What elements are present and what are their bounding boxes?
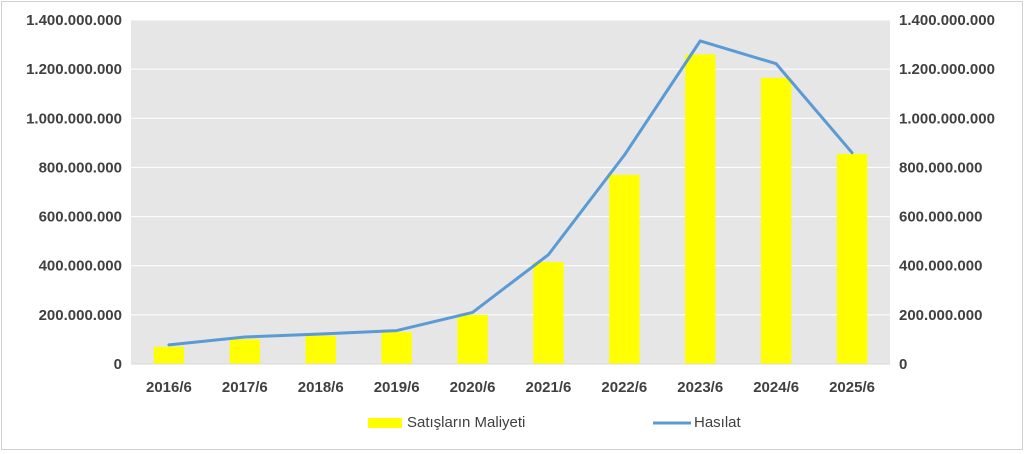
- legend-bar-swatch: [368, 418, 402, 428]
- series-line: [167, 39, 854, 347]
- bar: [457, 314, 488, 364]
- x-tick-label: 2016/6: [146, 379, 192, 396]
- bar: [760, 77, 792, 364]
- y-tick-label-right: 1.400.000.000: [899, 12, 995, 29]
- bar: [685, 54, 716, 365]
- y-tick-label-right: 1.200.000.000: [899, 61, 995, 78]
- x-tick-label: 2021/6: [526, 379, 572, 396]
- x-tick-label: 2022/6: [601, 379, 647, 396]
- bar: [305, 335, 336, 364]
- legend-bar-label: Satışların Maliyeti: [407, 414, 525, 431]
- x-tick-label: 2017/6: [222, 379, 268, 396]
- x-tick-label: 2019/6: [374, 379, 420, 396]
- y-tick-label-right: 200.000.000: [899, 307, 982, 324]
- x-tick-label: 2025/6: [829, 379, 875, 396]
- y-tick-label-right: 600.000.000: [899, 209, 982, 226]
- legend-line-label: Hasılat: [694, 414, 742, 431]
- bar: [609, 174, 640, 364]
- bar: [229, 339, 261, 364]
- y-tick-label-left: 0: [114, 356, 122, 373]
- y-tick-label-left: 1.400.000.000: [26, 12, 122, 29]
- line-series: [167, 39, 854, 347]
- y-tick-label-left: 1.200.000.000: [26, 61, 122, 78]
- y-tick-label-left: 800.000.000: [39, 159, 122, 176]
- gridlines: [131, 19, 890, 316]
- bar: [836, 153, 868, 364]
- bar: [381, 332, 412, 364]
- y-tick-label-right: 0: [899, 356, 907, 373]
- x-tick-label: 2020/6: [450, 379, 496, 396]
- y-tick-label-left: 400.000.000: [39, 258, 122, 275]
- y-tick-label-right: 1.000.000.000: [899, 110, 995, 127]
- legend: Satışların Maliyeti Hasılat: [368, 414, 742, 431]
- y-tick-label-left: 1.000.000.000: [26, 110, 122, 127]
- x-tick-label: 2018/6: [298, 379, 344, 396]
- bar-series: [153, 54, 868, 365]
- x-tick-label: 2024/6: [753, 379, 799, 396]
- y-tick-label-right: 800.000.000: [899, 159, 982, 176]
- y-tick-label-left: 200.000.000: [39, 307, 122, 324]
- y-axis-right: 0 200.000.000 400.000.000 600.000.000 800.00…: [899, 12, 995, 373]
- y-tick-label-right: 400.000.000: [899, 258, 982, 275]
- x-tick-label: 2023/6: [677, 379, 723, 396]
- y-axis-left: 0 200.000.000 400.000.000 600.000.000 800.00…: [26, 12, 122, 373]
- y-tick-label-left: 600.000.000: [39, 209, 122, 226]
- bar: [533, 262, 564, 364]
- bar: [153, 346, 185, 364]
- x-axis: 2016/6 2017/6 2018/6 2019/6 2020/6 2021/6 2022…: [131, 363, 890, 396]
